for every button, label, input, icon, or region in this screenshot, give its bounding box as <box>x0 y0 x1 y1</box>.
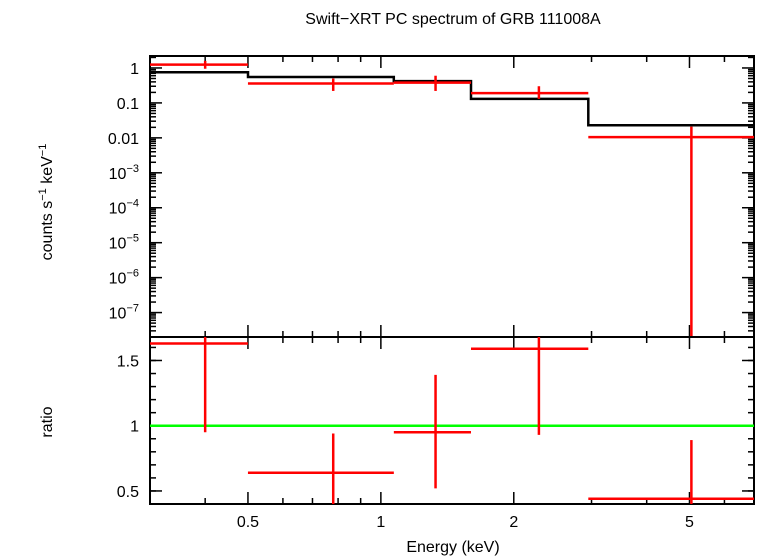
spectrum-y-tick-label: 0.1 <box>117 96 139 113</box>
y-tick-base: 0.1 <box>117 96 139 113</box>
ratio-data-point <box>588 440 754 504</box>
y-tick-base: 10 <box>109 236 127 253</box>
y-axis-label-main: counts s <box>39 201 56 261</box>
spectrum-data-point <box>470 86 589 99</box>
y-axis-label-exp1: −1 <box>37 188 49 201</box>
x-tick-label: 2 <box>509 514 518 531</box>
ratio-frame <box>149 336 755 505</box>
x-tick-label: 0.5 <box>237 514 259 531</box>
y-axis-label-spectrum: counts s−1 keV−1 <box>37 144 56 261</box>
y-axis-label-mid: keV <box>39 156 56 188</box>
ratio-y-tick-label: 1.5 <box>117 353 139 370</box>
y-tick-base: 10 <box>109 201 127 218</box>
y-tick-exponent: −7 <box>126 303 139 315</box>
chart-title: Swift−XRT PC spectrum of GRB 111008A <box>305 11 601 28</box>
spectrum-y-tick-label: 1 <box>130 61 139 78</box>
spectrum-data-point <box>588 126 754 337</box>
ratio-y-tick-label: 0.5 <box>117 484 139 501</box>
y-tick-exponent: −5 <box>126 233 139 245</box>
y-tick-base: 10 <box>109 166 127 183</box>
y-tick-base: 0.01 <box>108 131 139 148</box>
spectrum-y-tick-label: 10−7 <box>109 303 139 323</box>
y-tick-exponent: −6 <box>126 268 139 280</box>
ratio-data-point <box>150 337 248 433</box>
y-tick-exponent: −4 <box>126 198 139 210</box>
spectrum-y-tick-label: 10−5 <box>109 233 139 253</box>
x-tick-label: 1 <box>376 514 385 531</box>
y-tick-base: 1 <box>130 61 139 78</box>
spectrum-data-point <box>393 75 471 91</box>
x-tick-label: 5 <box>685 514 694 531</box>
spectrum-data-point <box>150 60 248 69</box>
y-tick-base: 10 <box>109 306 127 323</box>
model-histogram <box>150 71 754 127</box>
spectrum-y-tick-label: 10−6 <box>109 268 139 288</box>
spectrum-data-point <box>247 78 394 91</box>
ratio-panel: 0.5 1 2 5 0.5 1 1.5 <box>117 336 755 531</box>
spectrum-y-tick-label: 10−4 <box>109 198 139 218</box>
spectrum-y-tick-label: 10−3 <box>109 163 139 183</box>
spectrum-frame <box>149 55 755 338</box>
y-tick-base: 10 <box>109 271 127 288</box>
x-axis-label: Energy (keV) <box>406 539 499 556</box>
ratio-y-tick-label: 1 <box>130 419 139 436</box>
y-axis-label-exp2: −1 <box>37 144 49 157</box>
y-tick-exponent: −3 <box>126 163 139 175</box>
ratio-data-point <box>470 337 589 435</box>
spectrum-y-tick-label: 0.01 <box>108 131 139 148</box>
ratio-data-point <box>247 433 394 504</box>
y-axis-label-ratio: ratio <box>39 406 56 437</box>
ratio-data-point <box>393 374 471 489</box>
